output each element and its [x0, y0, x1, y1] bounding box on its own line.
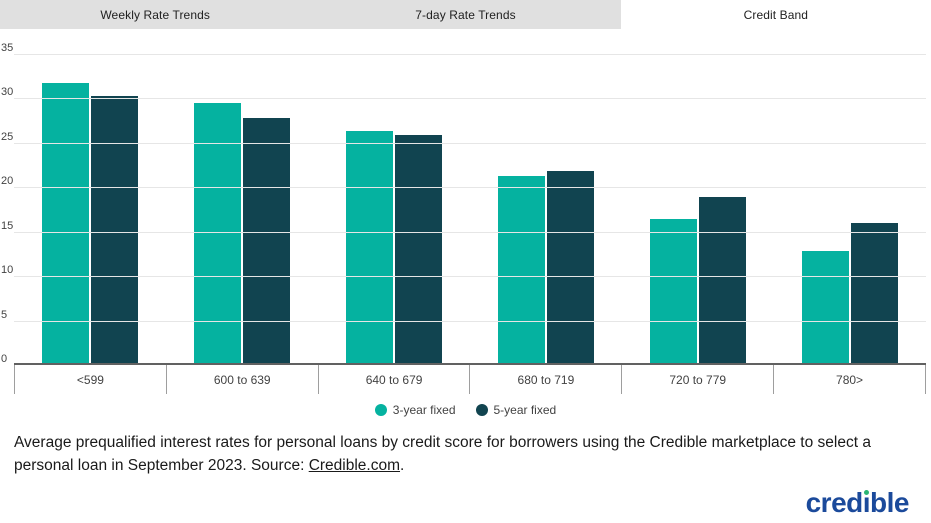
y-tick-label-35: 35 — [1, 42, 14, 54]
logo-text-pre: cred — [805, 487, 864, 518]
bar-5-year-fixed-<599[interactable] — [91, 95, 138, 363]
tab-credit-band[interactable]: Credit Band — [620, 0, 931, 29]
caption-text: Average prequalified interest rates for … — [14, 434, 871, 474]
logo-dotted-i: ı — [862, 487, 871, 518]
bar-5-year-fixed-680 to 719[interactable] — [547, 170, 594, 363]
y-tick-label-15: 15 — [1, 219, 14, 232]
gridline-30 — [14, 98, 926, 100]
x-tick-label-780>: 780> — [773, 365, 925, 394]
tab-bar: Weekly Rate Trends 7-day Rate Trends Cre… — [0, 0, 931, 29]
bar-5-year-fixed-640 to 679[interactable] — [395, 135, 442, 363]
x-tick-label-640 to 679: 640 to 679 — [317, 365, 470, 394]
bar-5-year-fixed-600 to 639[interactable] — [243, 117, 290, 363]
credible-logo: credıble — [805, 487, 910, 518]
bar-3-year-fixed-600 to 639[interactable] — [194, 102, 241, 363]
gridline-25 — [14, 142, 926, 144]
bar-group-720 to 779 — [622, 54, 774, 363]
gridline-5 — [14, 320, 926, 322]
y-tick-label-10: 10 — [1, 264, 14, 277]
y-tick-label-0: 0 — [1, 353, 8, 365]
y-tick-label-5: 5 — [1, 308, 8, 321]
x-tick-label-600 to 639: 600 to 639 — [165, 365, 318, 394]
credible-link[interactable]: Credible.com — [308, 457, 401, 474]
bar-group-<599 — [14, 54, 166, 363]
caption-period: . — [400, 457, 405, 474]
legend-label: 3-year fixed — [392, 403, 456, 417]
gridline-20 — [14, 187, 926, 189]
bar-3-year-fixed-640 to 679[interactable] — [346, 130, 393, 363]
bar-chart: 0 5 10 15 20 25 30 35 — [0, 29, 931, 365]
gridline-35 — [14, 54, 926, 55]
bar-3-year-fixed-720 to 779[interactable] — [650, 219, 697, 363]
legend-dot-icon — [374, 404, 387, 416]
x-tick-label-680 to 719: 680 to 719 — [469, 365, 621, 394]
logo-text-post: ble — [870, 487, 909, 518]
bar-3-year-fixed-780>[interactable] — [802, 250, 849, 363]
legend-dot-icon — [475, 404, 488, 416]
legend-label: 5-year fixed — [493, 403, 557, 417]
bars-container — [14, 54, 926, 363]
x-tick-label-<599: <599 — [14, 365, 166, 394]
y-tick-label-25: 25 — [1, 130, 14, 143]
bar-group-780> — [774, 54, 926, 363]
bar-group-600 to 639 — [166, 54, 318, 363]
y-tick-label-20: 20 — [1, 175, 14, 188]
bar-3-year-fixed-<599[interactable] — [42, 83, 89, 363]
legend-item-5-year-fixed[interactable]: 5-year fixed — [475, 403, 557, 417]
tab-weekly-rate-trends[interactable]: Weekly Rate Trends — [0, 0, 311, 29]
x-tick-label-720 to 779: 720 to 779 — [621, 365, 773, 394]
tab-7day-rate-trends[interactable]: 7-day Rate Trends — [310, 0, 621, 29]
y-tick-label-30: 30 — [1, 86, 14, 99]
bar-group-680 to 719 — [470, 54, 622, 363]
gridline-15 — [14, 231, 926, 233]
legend-item-3-year-fixed[interactable]: 3-year fixed — [374, 403, 456, 417]
bar-5-year-fixed-780>[interactable] — [851, 222, 898, 363]
chart-caption: Average prequalified interest rates for … — [14, 431, 917, 477]
chart-legend: 3-year fixed 5-year fixed — [0, 401, 931, 419]
plot-area — [14, 54, 926, 365]
bar-3-year-fixed-680 to 719[interactable] — [498, 175, 545, 363]
bar-group-640 to 679 — [318, 54, 470, 363]
gridline-10 — [14, 276, 926, 278]
bar-5-year-fixed-720 to 779[interactable] — [699, 197, 746, 363]
x-axis: <599 600 to 639 640 to 679 680 to 719 720 to… — [14, 365, 926, 394]
